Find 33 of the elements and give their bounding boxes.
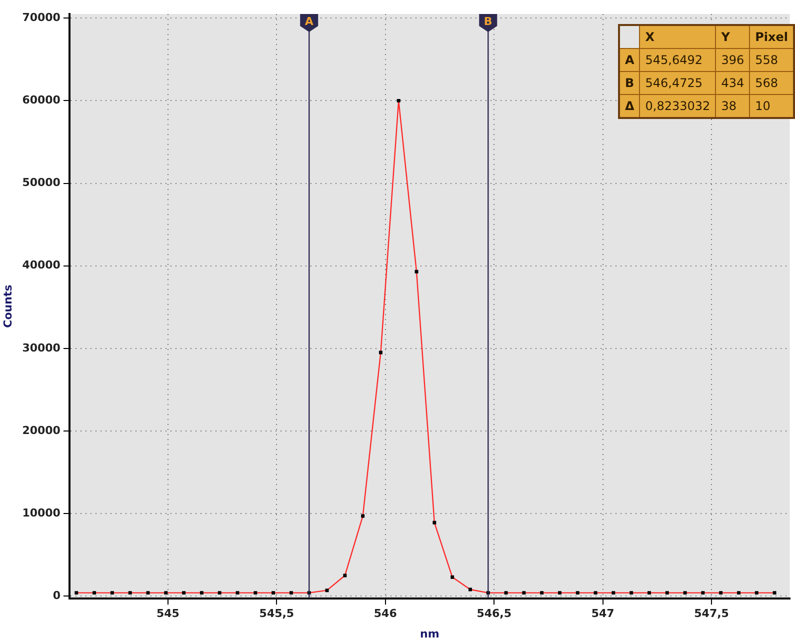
annotation: A	[618, 48, 640, 72]
y-axis-title: Counts	[1, 284, 14, 328]
annotation: 0,8233032	[640, 94, 716, 118]
y-tick-label: 10000	[22, 506, 61, 520]
ref-line-label: B	[484, 14, 492, 28]
x-tick-label: 547	[591, 607, 614, 620]
y-tick-label: 20000	[22, 424, 61, 437]
x-axis-title: nm	[420, 627, 440, 640]
x-tick-label: 547,5	[694, 607, 729, 620]
y-tick-label: 0	[52, 588, 61, 602]
annotation: Δ	[618, 94, 640, 118]
x-tick-label: 546	[374, 607, 398, 620]
annotation: 434	[716, 72, 750, 94]
ref-line-label: A	[304, 14, 314, 28]
x-tick-label: 545	[156, 607, 180, 620]
x-tick-label: 545,5	[259, 607, 294, 620]
annotation: Y	[716, 25, 750, 48]
annotation: 546,4725	[640, 72, 716, 94]
y-tick-label: 40000	[22, 258, 61, 272]
y-tick-label: 60000	[22, 94, 61, 107]
annotation: 558	[750, 48, 794, 72]
annotation: Pixel	[750, 25, 794, 48]
annotation: 568	[750, 72, 794, 94]
y-tick-label: 50000	[22, 176, 61, 190]
annotation: X	[640, 25, 716, 48]
annotation: 38	[716, 94, 750, 118]
x-tick-label: 546,5	[476, 607, 512, 620]
annotation: 10	[750, 94, 794, 118]
annotation: 545,6492	[640, 48, 716, 72]
y-tick-label: 70000	[22, 10, 61, 24]
annotation: 396	[716, 48, 750, 72]
y-tick-label: 30000	[22, 341, 61, 354]
annotation: B	[618, 72, 640, 94]
